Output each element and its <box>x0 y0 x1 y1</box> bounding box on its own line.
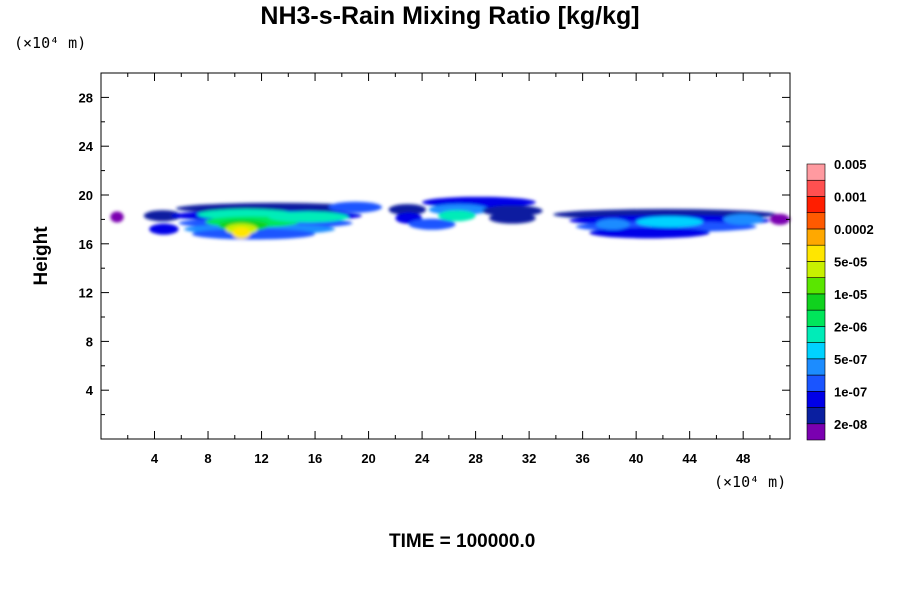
y-tick-label: 8 <box>86 334 93 349</box>
x-tick-label: 44 <box>682 451 697 466</box>
plot-frame <box>100 72 791 440</box>
x-tick-label: 20 <box>361 451 375 466</box>
colorbar-label: 2e-08 <box>834 417 867 432</box>
colorbar-label: 2e-06 <box>834 319 867 334</box>
field-patch <box>482 205 543 217</box>
colorbar-label: 0.005 <box>834 157 867 172</box>
colorbar-swatch <box>806 293 826 311</box>
field-patch <box>191 228 316 240</box>
colorbar-swatch <box>806 407 826 425</box>
x-unit-label: (×10⁴ m) <box>714 473 787 491</box>
x-tick-label: 16 <box>308 451 322 466</box>
colorbar-label: 0.0002 <box>834 222 874 237</box>
y-tick-label: 28 <box>79 90 93 105</box>
colorbar-label: 1e-05 <box>834 287 867 302</box>
colorbar-swatch <box>806 244 826 262</box>
y-tick-label: 16 <box>79 237 93 252</box>
x-tick-label: 24 <box>415 451 430 466</box>
y-tick-label: 24 <box>79 139 94 154</box>
chart-title: NH3-s-Rain Mixing Ratio [kg/kg] <box>260 2 640 30</box>
colorbar-swatch <box>806 374 826 392</box>
colorbar-swatch <box>806 196 826 214</box>
colorbar-label: 5e-07 <box>834 352 867 367</box>
colorbar-label: 1e-07 <box>834 384 867 399</box>
y-tick-label: 20 <box>79 188 93 203</box>
x-axis: 4 8 12 16 20 24 28 32 36 40 44 48 <box>127 73 771 466</box>
x-tick-label: 36 <box>575 451 589 466</box>
colorbar-swatch <box>806 261 826 278</box>
colorbar-label: 0.001 <box>834 189 867 204</box>
field-patch <box>268 211 349 223</box>
x-tick-label: 40 <box>629 451 643 466</box>
field-patch <box>388 204 427 216</box>
contour-field <box>110 196 790 240</box>
colorbar-swatch <box>806 179 826 197</box>
field-patch <box>328 201 382 213</box>
colorbar-label: 5e-05 <box>834 254 867 269</box>
x-tick-label: 32 <box>522 451 536 466</box>
field-patch <box>596 218 630 230</box>
y-axis: 4 8 12 16 20 24 28 <box>79 90 790 416</box>
x-tick-label: 12 <box>254 451 268 466</box>
colorbar-swatch <box>806 390 826 408</box>
field-patch <box>769 213 790 225</box>
x-tick-label: 4 <box>151 451 159 466</box>
colorbar-swatch <box>806 212 826 230</box>
y-tick-label: 4 <box>86 383 94 398</box>
field-patch <box>488 212 536 224</box>
time-annotation: TIME = 100000.0 <box>389 531 536 552</box>
colorbar: 2e-08 1e-07 5e-07 2e-06 1e-05 5e-05 0.0002 0.00… <box>806 157 874 441</box>
colorbar-swatch <box>806 358 826 376</box>
field-patch <box>149 223 179 235</box>
y-unit-label: (×10⁴ m) <box>14 34 87 52</box>
colorbar-swatch <box>806 326 826 343</box>
x-tick-label: 8 <box>204 451 211 466</box>
colorbar-swatch <box>806 423 826 441</box>
colorbar-swatch <box>806 228 826 246</box>
y-tick-label: 12 <box>79 286 93 301</box>
field-patch <box>723 213 764 225</box>
field-patch <box>438 210 476 222</box>
field-patch <box>408 218 456 230</box>
colorbar-swatch <box>806 342 826 360</box>
colorbar-swatch <box>806 309 826 327</box>
x-tick-label: 28 <box>468 451 482 466</box>
field-patch <box>110 211 124 223</box>
colorbar-swatch <box>806 163 826 181</box>
field-patch <box>232 227 251 239</box>
field-patch <box>636 216 704 228</box>
colorbar-swatch <box>806 277 826 295</box>
field-patch <box>143 210 182 222</box>
x-tick-label: 48 <box>736 451 750 466</box>
field-patch <box>589 227 710 239</box>
